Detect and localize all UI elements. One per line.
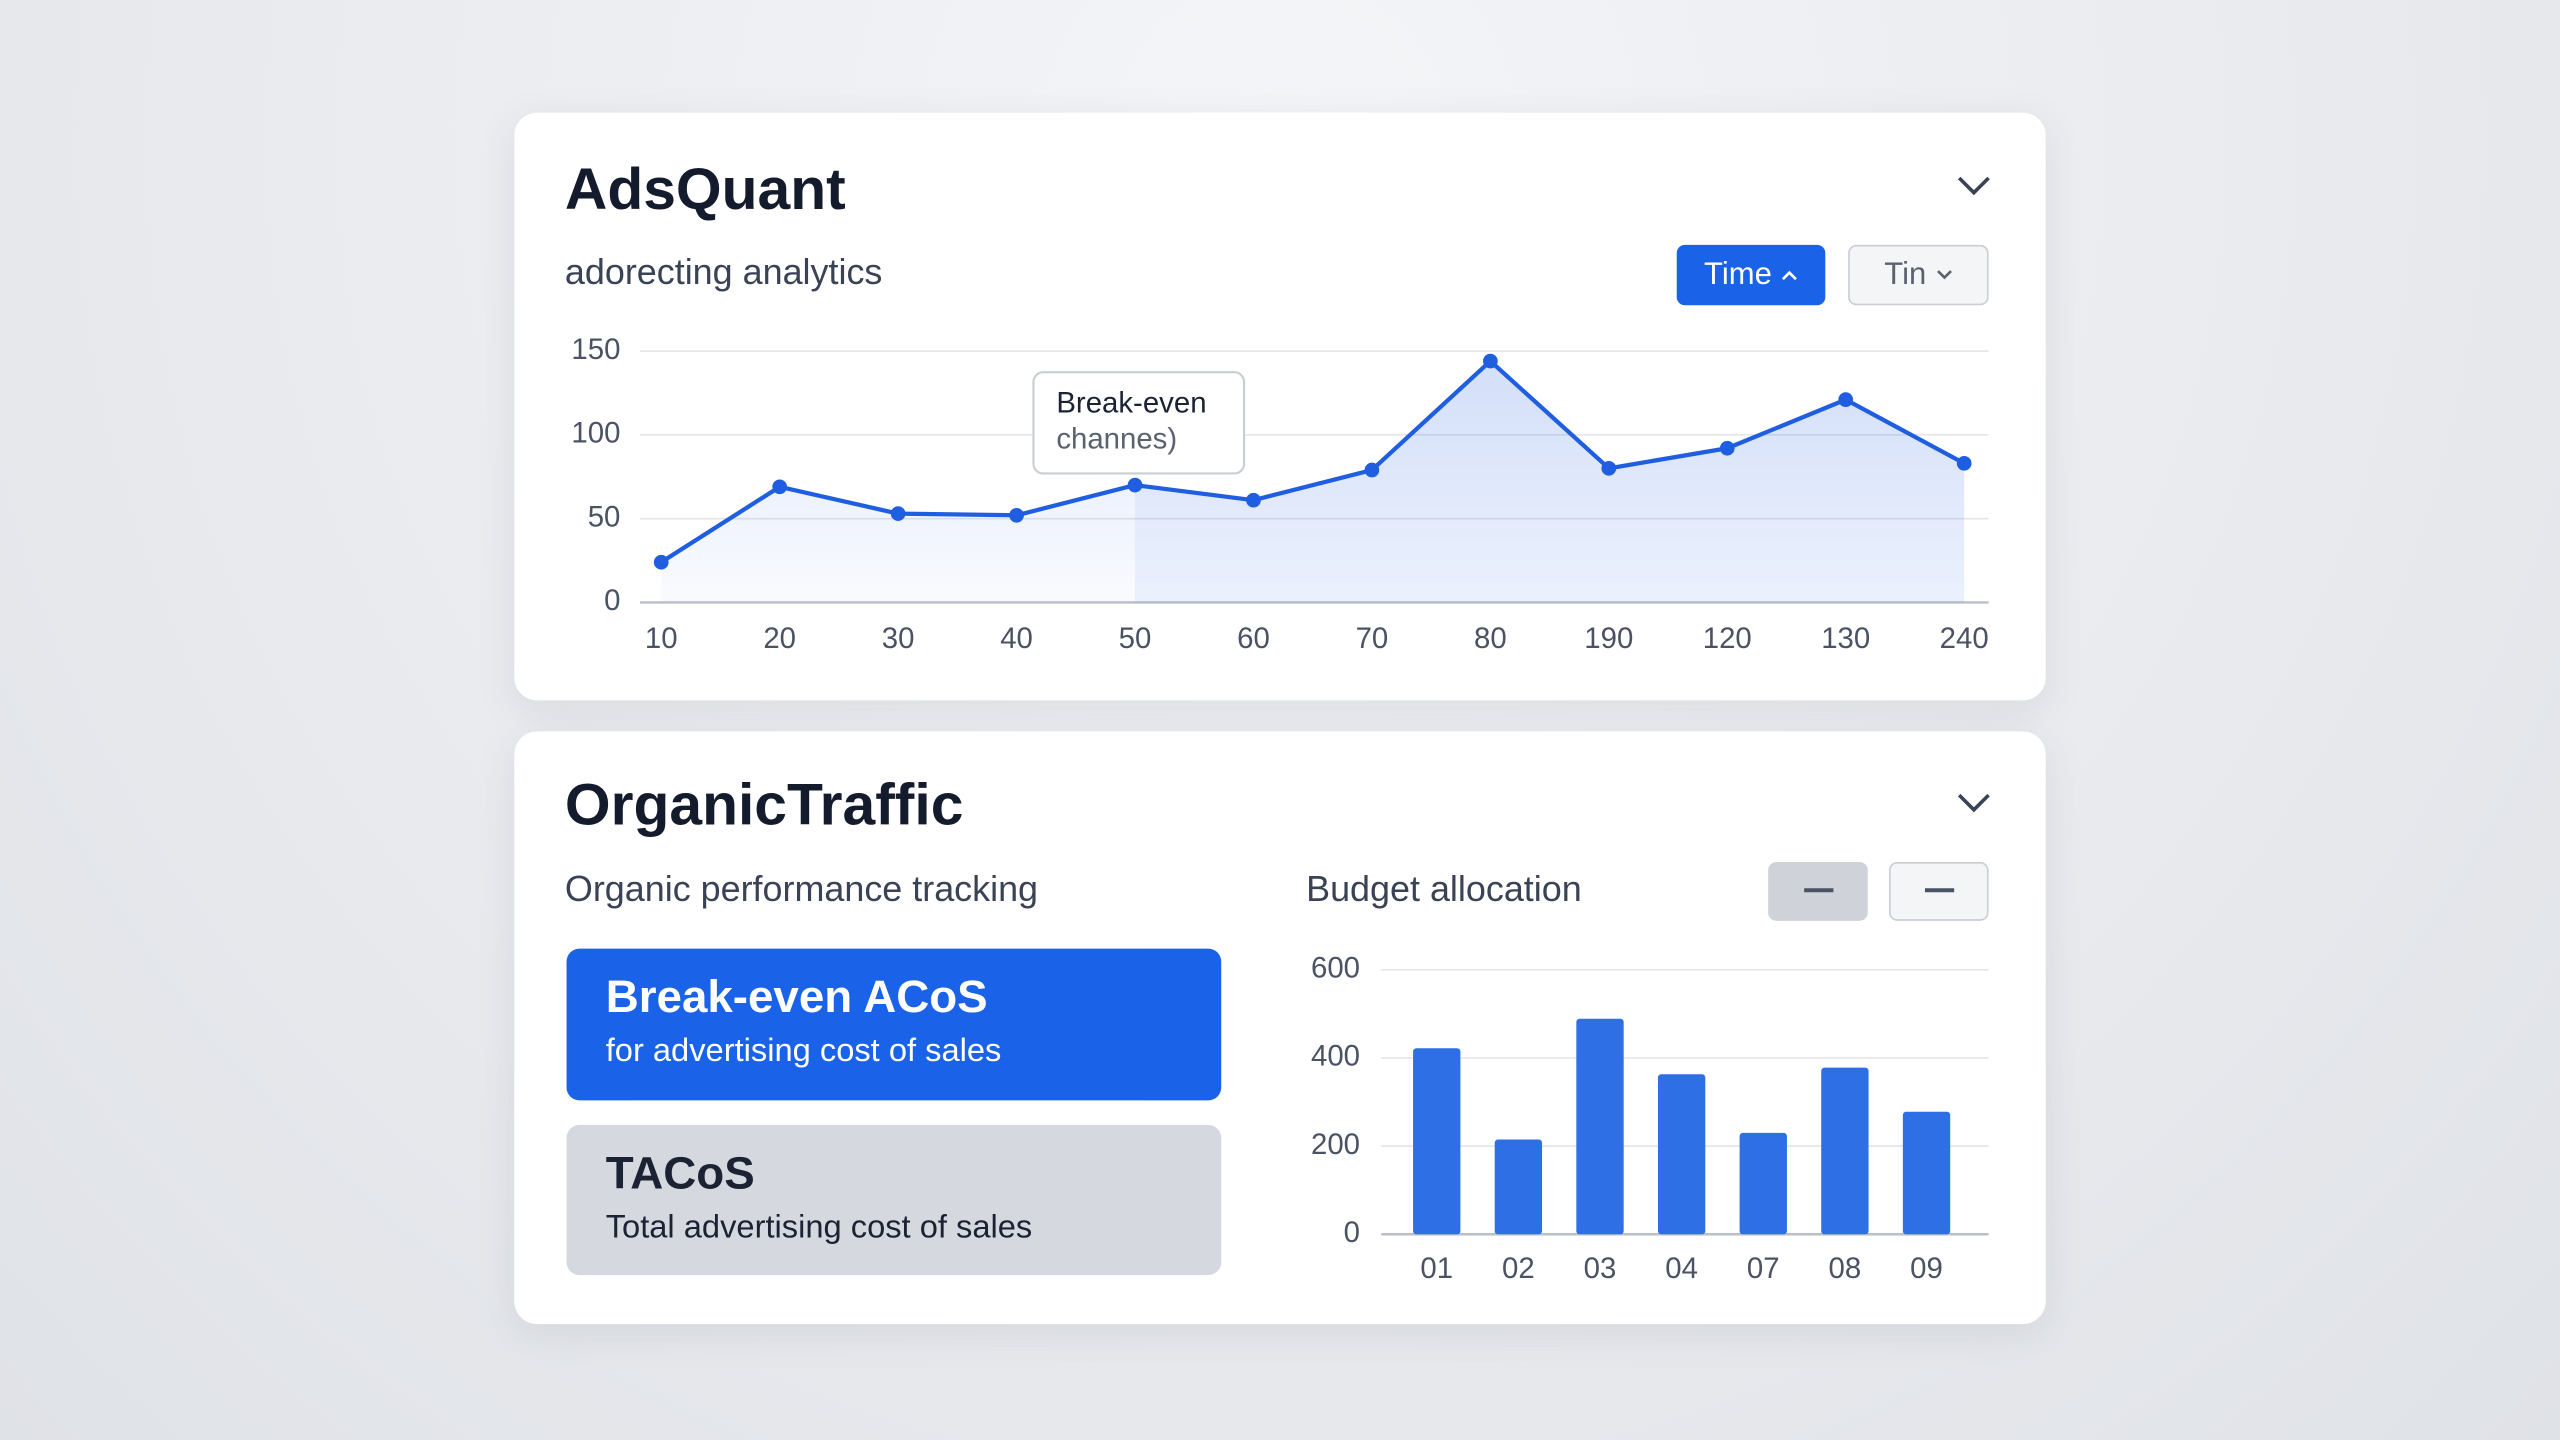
button-label: Tin: [1884, 257, 1927, 292]
bar: [1657, 1074, 1706, 1235]
bar: [1902, 1111, 1951, 1235]
option-description: Total advertising cost of sales: [605, 1209, 1033, 1246]
y-tick-label: 400: [1311, 1040, 1360, 1073]
bar: [1576, 1018, 1624, 1235]
bar: [1413, 1048, 1461, 1235]
x-tick-label: 240: [1940, 622, 1989, 655]
point: [1364, 462, 1380, 478]
x-tick-label: 80: [1474, 622, 1507, 655]
x-tick-label: 70: [1356, 622, 1389, 655]
option-card[interactable]: TACoS Total advertising cost of sales: [566, 1124, 1222, 1276]
x-tick-label: 120: [1703, 622, 1752, 655]
caret: [1936, 270, 1952, 280]
x-tick-label: 30: [882, 622, 915, 655]
card: OrganicTraffic Organic performance track…: [514, 731, 2046, 1325]
option-title: Break-even ACoS: [605, 971, 988, 1023]
card-title: OrganicTraffic: [564, 770, 964, 838]
option-title: TACoS: [605, 1147, 755, 1199]
x-tick-label: 08: [1829, 1252, 1862, 1285]
point: [1601, 461, 1617, 476]
point: [1483, 353, 1498, 369]
y-tick-label: 50: [588, 500, 621, 533]
card-title: AdsQuant: [564, 155, 846, 223]
point: [890, 506, 906, 521]
point: [1127, 477, 1143, 493]
point: [1246, 492, 1261, 508]
time-button[interactable]: Time: [1676, 244, 1826, 306]
card-subtitle: Organic performance tracking: [564, 868, 1039, 910]
card-subtitle: adorecting analytics: [564, 251, 883, 293]
x-tick-label: 50: [1119, 622, 1152, 655]
button-label: Time: [1704, 257, 1772, 292]
highlight-area: [1135, 361, 1965, 603]
bar: [1494, 1139, 1543, 1235]
x-tick-label: 190: [1584, 622, 1633, 655]
x-tick-label: 130: [1821, 622, 1870, 655]
y-tick-label: 150: [571, 333, 620, 366]
option-description: for advertising cost of sales: [605, 1033, 1002, 1070]
y-tick-label: 0: [1344, 1216, 1360, 1249]
point: [1956, 455, 1972, 471]
point: [1719, 440, 1735, 456]
x-tick-label: 60: [1237, 622, 1270, 655]
caret: [1782, 270, 1798, 281]
chevron[interactable]: [1956, 792, 1992, 815]
y-tick-label: 0: [604, 584, 620, 617]
x-tick-label: 02: [1502, 1252, 1535, 1285]
annotation-box: [1032, 371, 1246, 475]
x-tick-label: 07: [1747, 1252, 1780, 1285]
chevron[interactable]: [1956, 175, 1992, 198]
annotation: channes): [1056, 423, 1177, 456]
x-tick-label: 20: [763, 622, 796, 655]
x-tick-label: 01: [1420, 1252, 1453, 1285]
point: [1838, 392, 1854, 407]
line: [660, 358, 1966, 565]
x-tick-label: 10: [645, 622, 678, 655]
x-tick-label: 03: [1584, 1252, 1617, 1285]
x-tick-label: 40: [1000, 622, 1033, 655]
minus-button[interactable]: [1768, 862, 1868, 921]
point: [772, 479, 788, 495]
bar: [1739, 1132, 1787, 1235]
point: [1009, 507, 1024, 523]
bar: [1821, 1067, 1869, 1235]
chart-title: Budget allocation: [1306, 868, 1582, 910]
y-tick-label: 200: [1311, 1128, 1360, 1161]
minus-icon: [1924, 888, 1954, 893]
x-tick-label: 09: [1910, 1252, 1943, 1285]
annotation: Break-even: [1056, 387, 1206, 420]
point: [653, 554, 669, 570]
y-tick-label: 600: [1311, 952, 1360, 985]
y-tick-label: 100: [571, 417, 620, 450]
minus-button[interactable]: [1888, 862, 1989, 921]
option-card[interactable]: Break-even ACoS for advertising cost of …: [566, 948, 1222, 1101]
area: [661, 361, 1965, 603]
minus-icon: [1803, 888, 1833, 893]
tin-button[interactable]: Tin: [1848, 244, 1989, 306]
x-tick-label: 04: [1665, 1252, 1698, 1285]
